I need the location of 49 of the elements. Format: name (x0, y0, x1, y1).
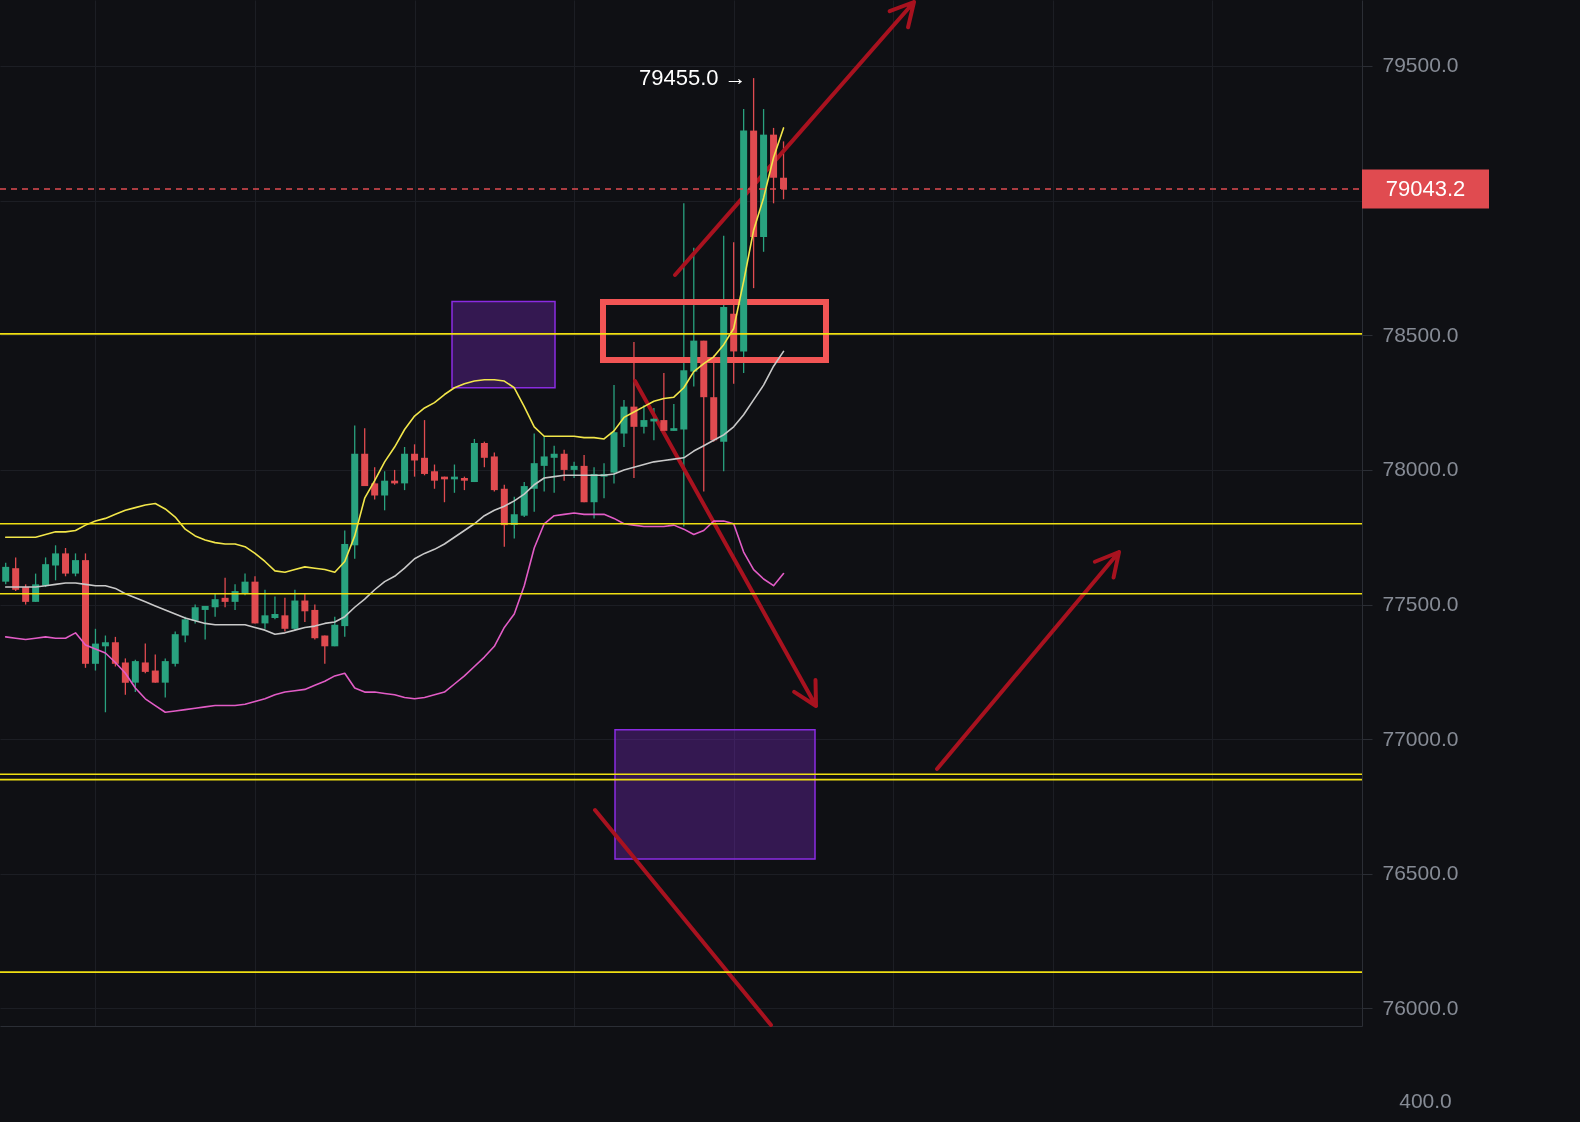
candlestick (201, 605, 209, 641)
candlestick (301, 593, 309, 623)
candlestick (151, 653, 159, 684)
candlestick (221, 576, 229, 608)
candlestick (12, 556, 20, 592)
annotation: 79455.0 → (638, 65, 747, 91)
line-series (4, 127, 785, 574)
candlestick (101, 634, 109, 713)
candlestick (670, 403, 678, 432)
candlestick (111, 636, 119, 668)
candlestick (141, 642, 149, 674)
candlestick (421, 419, 429, 476)
candlestick (42, 556, 50, 588)
candlestick (91, 628, 99, 672)
candlestick (560, 449, 568, 482)
candlestick (62, 547, 70, 577)
candlestick (261, 589, 269, 630)
candlestick (570, 461, 578, 479)
candlestick (381, 470, 389, 511)
candlestick (72, 552, 79, 577)
y-tick-label: 77000.0 (1382, 726, 1459, 750)
candlestick (281, 597, 289, 633)
candlestick (640, 404, 648, 435)
y-tick-label: 78000.0 (1382, 457, 1459, 481)
candlestick (121, 657, 129, 696)
candlestick (2, 562, 10, 586)
candlestick (331, 616, 339, 647)
y-tick-label: 76500.0 (1382, 861, 1459, 885)
y-tick-label: 76000.0 (1382, 996, 1459, 1019)
y-tick-label: 77500.0 (1382, 592, 1459, 616)
y-tick-label: 79500.0 (1382, 53, 1459, 77)
candlestick (371, 466, 379, 501)
candlestick (480, 440, 488, 468)
candlestick (191, 603, 199, 625)
candlestick (550, 445, 558, 494)
candlestick (271, 595, 279, 621)
candlestick (321, 634, 329, 665)
candlestick (52, 544, 60, 581)
ref-line-label: 79043.2 (1385, 175, 1466, 201)
candlestick (431, 463, 438, 490)
y-tick-label: 78500.0 (1382, 322, 1459, 346)
candlestick (181, 616, 189, 643)
candlestick (660, 372, 668, 433)
text: 400.0 (1399, 1089, 1452, 1112)
candlestick (211, 593, 219, 618)
line-series (4, 512, 785, 714)
candlestick (131, 659, 139, 693)
candlestick (161, 657, 169, 699)
candlestick (540, 435, 548, 493)
